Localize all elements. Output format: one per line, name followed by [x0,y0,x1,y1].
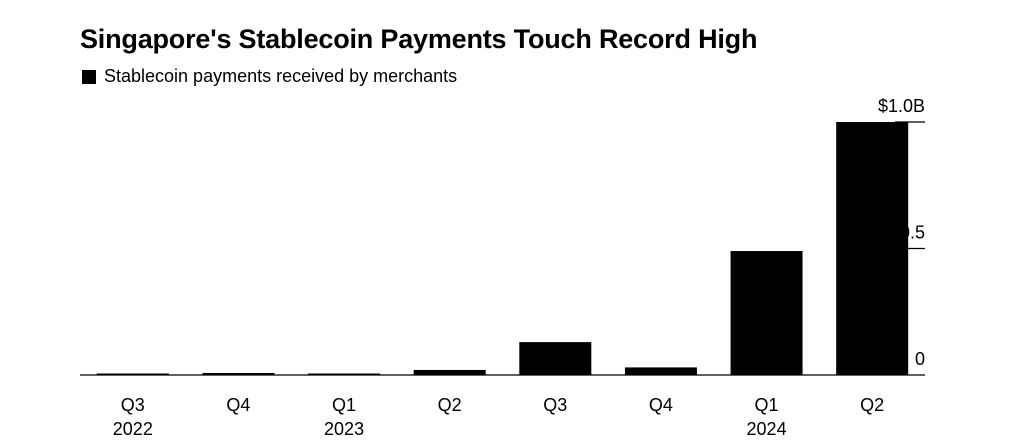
x-tick-label: Q4 [226,395,250,415]
x-tick-label: Q1 [755,395,779,415]
x-tick-year-label: 2022 [113,419,153,439]
x-tick-year-label: 2024 [747,419,787,439]
bar [96,373,169,375]
bar [519,342,592,375]
legend-label: Stablecoin payments received by merchant… [104,66,458,86]
y-tick-label: $1.0B [878,96,925,116]
x-tick-label: Q3 [543,395,567,415]
legend: Stablecoin payments received by merchant… [82,66,457,87]
bar [308,373,381,375]
x-tick-year-label: 2023 [324,419,364,439]
x-tick-label: Q1 [332,395,356,415]
x-tick-label: Q2 [860,395,884,415]
bar [413,369,486,375]
bar [836,122,909,375]
legend-swatch [82,69,96,84]
chart-title: Singapore's Stablecoin Payments Touch Re… [80,24,758,54]
x-tick-label: Q2 [438,395,462,415]
bar [624,367,697,375]
x-tick-label: Q3 [121,395,145,415]
y-tick-label: 0 [915,349,925,369]
bar [730,251,803,375]
bar [202,372,275,375]
x-tick-label: Q4 [649,395,673,415]
